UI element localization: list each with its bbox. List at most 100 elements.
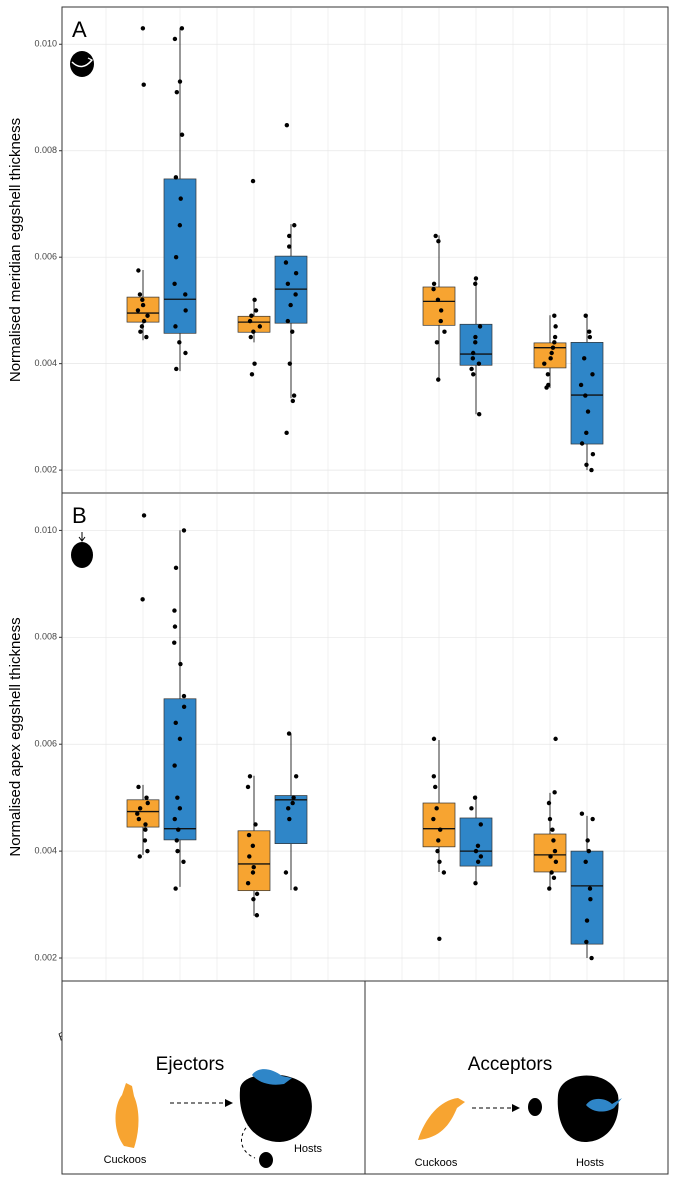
data-point [136,268,141,273]
data-point [551,838,556,843]
data-point [286,806,291,811]
data-point [433,784,438,790]
data-point [250,178,256,184]
data-point [250,870,256,875]
data-point [436,838,441,843]
data-point [291,795,296,800]
data-point [183,350,188,356]
data-point [293,774,299,779]
egg [528,1098,542,1116]
cuckoo-silhouette [418,1098,465,1140]
y-tick-label: 0.004 [34,845,57,855]
data-point [590,372,595,377]
data-point [472,795,478,800]
data-point [438,827,443,832]
data-point [470,350,476,356]
data-point [136,816,142,822]
data-point [475,859,481,865]
data-point [584,430,589,436]
data-point [587,329,592,334]
data-point [254,913,260,918]
data-point [546,800,552,806]
data-point [172,36,178,42]
data-point [181,704,187,710]
data-point [579,811,585,816]
data-point [552,340,557,345]
data-point [247,318,253,324]
data-point [473,848,479,854]
box [126,296,160,323]
box [533,833,567,873]
data-point [245,784,251,790]
box [163,698,197,841]
box [126,799,160,828]
data-point [141,513,147,518]
data-point [548,854,553,859]
data-point [436,377,441,382]
data-point [177,806,183,811]
data-point [288,302,293,308]
data-point [552,313,557,318]
data-point [283,870,289,875]
data-point [547,816,553,822]
data-point [173,720,178,726]
data-point [175,795,180,800]
data-point [140,26,146,31]
data-point [471,372,476,377]
data-point [257,324,263,329]
data-point [172,640,177,645]
nest [239,1074,312,1142]
data-point [135,811,140,816]
data-point [431,736,437,742]
data-point [247,774,253,779]
data-point [291,393,297,398]
data-point [176,827,181,832]
data-point [545,372,551,377]
data-point [436,239,441,244]
cuckoo-silhouette [115,1083,139,1148]
data-point [173,175,179,180]
data-point [174,838,179,843]
data-point [143,822,148,827]
box [422,286,456,326]
data-point [179,132,185,137]
data-point [251,864,256,870]
data-point [177,736,183,742]
data-point [549,870,554,875]
data-point [582,356,587,361]
data-point [552,848,558,854]
data-point [469,806,474,811]
data-point [252,297,257,302]
box [533,342,567,369]
data-point [287,816,292,822]
egg-icon [70,51,94,77]
data-point [478,854,484,859]
data-point [549,350,554,356]
data-point [287,233,292,239]
data-point [431,281,437,287]
data-point [583,393,588,398]
data-point [552,790,557,795]
data-point [583,313,588,318]
arrowhead [225,1099,233,1107]
egg-arrow [78,532,86,542]
data-point [285,281,291,287]
cuckoo-label: Cuckoos [104,1154,147,1166]
data-point [584,939,589,945]
y-tick-label: 0.008 [34,145,57,155]
data-point [290,329,295,334]
y-tick-label: 0.002 [34,952,57,962]
box [570,342,604,445]
data-point [172,816,177,822]
data-point [579,441,585,446]
data-point [284,122,290,128]
data-point [284,430,289,436]
data-point [177,79,183,84]
data-point [589,467,594,473]
data-point [292,223,297,228]
data-point [136,784,141,790]
data-point [435,297,441,302]
data-point [584,918,590,923]
box [422,802,456,848]
data-point [588,897,593,902]
